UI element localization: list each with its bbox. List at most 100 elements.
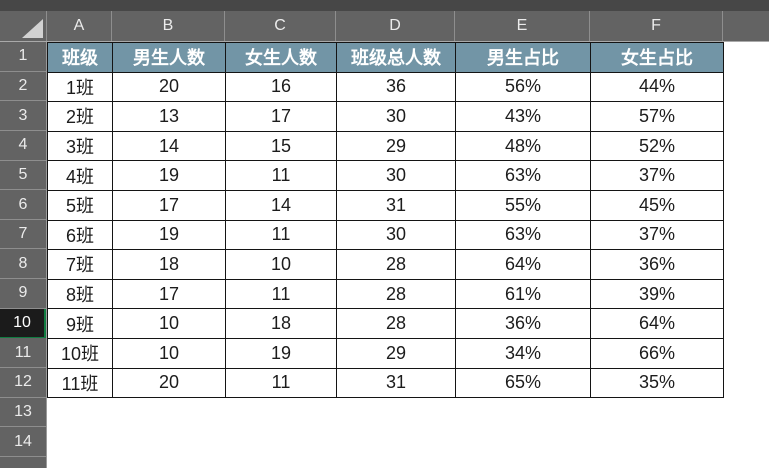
cell[interactable]: 64%	[591, 309, 724, 339]
row-header-5[interactable]: 5	[0, 161, 46, 191]
cell[interactable]: 55%	[456, 190, 591, 221]
row-header-4[interactable]: 4	[0, 131, 46, 161]
cell[interactable]: 14	[113, 131, 226, 162]
cell[interactable]: 19	[113, 220, 226, 251]
cell[interactable]: 36%	[456, 309, 591, 339]
column-header-F[interactable]: F	[590, 11, 723, 41]
column-header-C[interactable]: C	[225, 11, 336, 41]
cell[interactable]: 20	[113, 368, 226, 399]
cell[interactable]: 31	[337, 368, 456, 399]
row-header-6[interactable]: 6	[0, 190, 46, 220]
cell[interactable]: 20	[113, 72, 226, 103]
row-header-7[interactable]: 7	[0, 220, 46, 250]
row-header-1[interactable]: 1	[0, 42, 46, 72]
cell[interactable]: 34%	[456, 338, 591, 369]
cell[interactable]: 11	[226, 368, 337, 399]
table-row: 2班 13 17 30 43% 57%	[48, 102, 724, 132]
cell[interactable]: 63%	[456, 220, 591, 251]
cell[interactable]: 30	[337, 102, 456, 132]
column-header-A[interactable]: A	[47, 11, 112, 41]
cell[interactable]: 2班	[48, 102, 113, 132]
cell[interactable]: 61%	[456, 279, 591, 310]
row-header-3[interactable]: 3	[0, 101, 46, 131]
cell[interactable]: 36	[337, 72, 456, 103]
cell[interactable]: 43%	[456, 102, 591, 132]
row-header-14[interactable]: 14	[0, 427, 46, 457]
cell[interactable]: 56%	[456, 72, 591, 103]
row-header-2[interactable]: 2	[0, 72, 46, 102]
cell[interactable]: 66%	[591, 338, 724, 369]
row-header-10[interactable]: 10	[0, 308, 46, 339]
cell[interactable]: 19	[113, 161, 226, 191]
cell[interactable]: 39%	[591, 279, 724, 310]
cell[interactable]: 35%	[591, 368, 724, 399]
cell[interactable]: 17	[113, 279, 226, 310]
cell[interactable]: 18	[113, 250, 226, 280]
cell[interactable]: 3班	[48, 131, 113, 162]
cell[interactable]: 6班	[48, 220, 113, 251]
cell[interactable]: 9班	[48, 309, 113, 339]
cell[interactable]: 1班	[48, 72, 113, 103]
cell[interactable]: 45%	[591, 190, 724, 221]
cell[interactable]: 29	[337, 338, 456, 369]
row-header-8[interactable]: 8	[0, 249, 46, 280]
cell[interactable]: 63%	[456, 161, 591, 191]
column-header-D[interactable]: D	[336, 11, 455, 41]
row-header-9[interactable]: 9	[0, 279, 46, 309]
cell[interactable]: 31	[337, 190, 456, 221]
table-header-cell[interactable]: 班级总人数	[337, 43, 456, 73]
table-header-cell[interactable]: 男生占比	[456, 43, 591, 73]
cell[interactable]: 17	[113, 190, 226, 221]
cell[interactable]: 10	[113, 338, 226, 369]
cell[interactable]: 10	[226, 250, 337, 280]
cell[interactable]: 17	[226, 102, 337, 132]
cell[interactable]: 11	[226, 279, 337, 310]
cell[interactable]: 8班	[48, 279, 113, 310]
table-header-cell[interactable]: 女生人数	[226, 43, 337, 73]
cell[interactable]: 36%	[591, 250, 724, 280]
cell[interactable]: 10	[113, 309, 226, 339]
cell[interactable]: 48%	[456, 131, 591, 162]
cell[interactable]: 37%	[591, 220, 724, 251]
cell[interactable]: 5班	[48, 190, 113, 221]
table-header-cell[interactable]: 男生人数	[113, 43, 226, 73]
cell[interactable]: 57%	[591, 102, 724, 132]
sheet-canvas[interactable]: 班级 男生人数 女生人数 班级总人数 男生占比 女生占比 1班 20 16 36 56% 44% 2班 1…	[47, 42, 769, 468]
cell[interactable]: 28	[337, 279, 456, 310]
cell[interactable]: 18	[226, 309, 337, 339]
cell[interactable]: 30	[337, 220, 456, 251]
cell[interactable]: 11班	[48, 368, 113, 399]
cell[interactable]: 11	[226, 161, 337, 191]
column-header-B[interactable]: B	[112, 11, 225, 41]
cell[interactable]: 65%	[456, 368, 591, 399]
cell[interactable]: 15	[226, 131, 337, 162]
row-header-13[interactable]: 13	[0, 398, 46, 428]
cell[interactable]: 28	[337, 309, 456, 339]
table-header-cell[interactable]: 班级	[48, 43, 113, 73]
row-header-11[interactable]: 11	[0, 338, 46, 369]
cell[interactable]: 44%	[591, 72, 724, 103]
cell[interactable]: 29	[337, 131, 456, 162]
cell[interactable]: 30	[337, 161, 456, 191]
cell[interactable]: 37%	[591, 161, 724, 191]
top-chrome-strip	[0, 0, 769, 11]
cell[interactable]: 52%	[591, 131, 724, 162]
cell[interactable]: 19	[226, 338, 337, 369]
cell[interactable]: 13	[113, 102, 226, 132]
cell[interactable]: 64%	[456, 250, 591, 280]
cell[interactable]: 10班	[48, 338, 113, 369]
row-header-12[interactable]: 12	[0, 368, 46, 398]
spreadsheet-table: 班级 男生人数 女生人数 班级总人数 男生占比 女生占比 1班 20 16 36 56% 44% 2班 1…	[47, 42, 724, 399]
table-row: 8班 17 11 28 61% 39%	[48, 279, 724, 310]
cell[interactable]: 11	[226, 220, 337, 251]
cell[interactable]: 7班	[48, 250, 113, 280]
table-header-cell[interactable]: 女生占比	[591, 43, 724, 73]
cell[interactable]: 16	[226, 72, 337, 103]
select-all-button[interactable]	[0, 11, 47, 41]
cell[interactable]: 28	[337, 250, 456, 280]
cell[interactable]: 4班	[48, 161, 113, 191]
column-header-E[interactable]: E	[455, 11, 590, 41]
table-row: 5班 17 14 31 55% 45%	[48, 190, 724, 221]
cell[interactable]: 14	[226, 190, 337, 221]
table-row: 9班 10 18 28 36% 64%	[48, 309, 724, 339]
